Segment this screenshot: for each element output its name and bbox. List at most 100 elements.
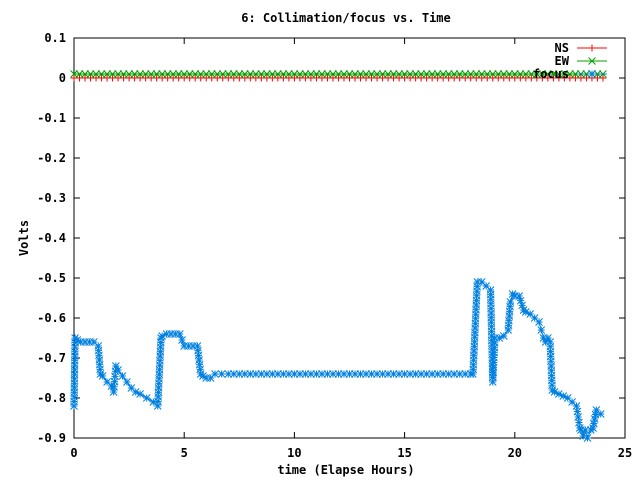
data-point (521, 70, 530, 78)
data-point (367, 70, 376, 78)
data-point (178, 336, 186, 344)
data-point (373, 370, 381, 378)
data-point (251, 370, 260, 378)
data-point (111, 372, 119, 381)
data-point (433, 370, 442, 378)
data-point (155, 379, 163, 388)
data-point (362, 70, 370, 78)
x-axis-label: time (Elapse Hours) (277, 463, 414, 477)
y-tick-label: -0.2 (37, 151, 66, 165)
data-point (400, 370, 409, 378)
data-point (547, 362, 556, 370)
data-point (406, 70, 414, 78)
data-point (411, 70, 420, 78)
data-point (482, 282, 491, 290)
data-point (180, 70, 189, 78)
data-point (472, 296, 481, 305)
data-point (575, 424, 584, 432)
data-point (142, 394, 151, 402)
data-point (334, 370, 343, 378)
data-point (70, 370, 79, 379)
data-point (345, 370, 354, 378)
data-point (262, 70, 271, 78)
x-axis-ticks: 0 5 10 15 20 25 (70, 38, 632, 460)
y-tick-label: -0.1 (37, 111, 66, 125)
data-point (573, 407, 582, 416)
data-point (89, 338, 98, 346)
data-point (194, 346, 202, 355)
data-point (526, 310, 535, 318)
data-point (411, 370, 420, 378)
data-point (76, 338, 85, 346)
data-point (334, 70, 343, 78)
data-point (119, 70, 128, 78)
data-point (473, 278, 482, 286)
data-point (351, 70, 359, 78)
data-point (541, 338, 550, 346)
data-point (86, 70, 95, 78)
data-point (70, 379, 79, 388)
data-point (546, 338, 554, 346)
data-point (131, 388, 140, 396)
data-point (279, 70, 288, 78)
data-point (103, 378, 111, 386)
data-point (472, 301, 481, 309)
data-point (274, 370, 282, 378)
data-point (535, 318, 543, 326)
data-point (345, 70, 354, 78)
data-point (70, 384, 79, 392)
data-point (340, 70, 348, 78)
data-point (184, 342, 193, 350)
data-point (229, 370, 238, 378)
x-tick-label: 5 (181, 446, 188, 460)
y-tick-label: -0.6 (37, 311, 66, 325)
data-point (487, 327, 496, 336)
data-point (378, 370, 387, 378)
data-point (97, 70, 106, 78)
legend-marker (588, 57, 596, 65)
data-point (544, 70, 552, 78)
data-point (555, 390, 563, 398)
data-point (491, 334, 499, 342)
data-point (279, 370, 288, 378)
data-point (318, 370, 326, 378)
data-point (515, 292, 524, 300)
data-point (439, 370, 448, 378)
data-point (384, 70, 392, 78)
legend-marker (588, 44, 596, 52)
data-point (472, 305, 480, 314)
data-point (163, 70, 172, 78)
data-point (127, 384, 136, 392)
data-point (591, 410, 600, 419)
data-point (444, 370, 453, 378)
data-point (559, 392, 568, 400)
data-point (504, 326, 513, 334)
series-ns (70, 74, 607, 82)
data-point (356, 70, 365, 78)
data-point (70, 361, 79, 370)
data-point (268, 70, 277, 78)
data-point (471, 319, 480, 328)
data-point (193, 342, 202, 350)
data-point (158, 70, 167, 78)
data-point (546, 342, 555, 351)
data-point (81, 70, 89, 78)
x-tick-label: 20 (508, 446, 522, 460)
data-point (162, 330, 171, 338)
data-point (158, 332, 167, 340)
data-point (516, 70, 525, 78)
data-point (575, 418, 583, 427)
data-point (290, 70, 299, 78)
data-point (488, 70, 497, 78)
data-point (461, 70, 470, 78)
x-tick-label: 0 (70, 446, 77, 460)
x-tick-label: 10 (287, 446, 301, 460)
data-point (505, 312, 514, 320)
data-point (469, 365, 477, 374)
data-point (246, 370, 255, 378)
data-point (195, 360, 204, 369)
data-point (504, 321, 513, 330)
data-point (95, 360, 104, 369)
data-point (157, 334, 165, 342)
